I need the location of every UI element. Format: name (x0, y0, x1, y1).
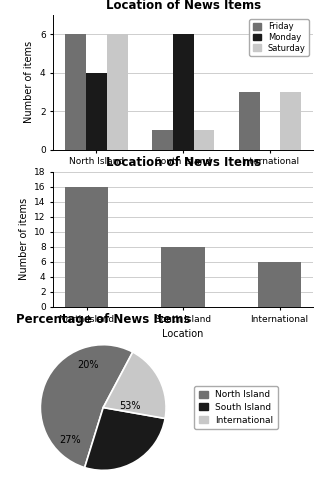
Title: Percentage of News Items: Percentage of News Items (16, 313, 190, 327)
Title: Location of News Items: Location of News Items (106, 156, 261, 169)
Bar (193, 131, 214, 150)
Wedge shape (40, 345, 133, 467)
Bar (258, 262, 301, 307)
Y-axis label: Number of items: Number of items (19, 198, 29, 280)
Bar (162, 247, 205, 307)
Wedge shape (85, 408, 165, 470)
Bar (152, 131, 173, 150)
Bar (239, 92, 259, 150)
Text: 53%: 53% (119, 401, 141, 411)
Y-axis label: Number of items: Number of items (24, 41, 34, 123)
Text: 20%: 20% (77, 360, 98, 370)
Legend: Friday, Monday, Saturday: Friday, Monday, Saturday (249, 19, 309, 56)
Title: Location of News Items: Location of News Items (106, 0, 261, 12)
Bar (65, 187, 109, 307)
X-axis label: Location: Location (163, 172, 204, 182)
Wedge shape (103, 352, 166, 418)
Bar (173, 34, 193, 150)
Text: 27%: 27% (60, 435, 81, 445)
Bar (65, 34, 86, 150)
Bar (86, 73, 107, 150)
Bar (107, 34, 128, 150)
X-axis label: Location: Location (163, 329, 204, 339)
Bar (280, 92, 301, 150)
Legend: North Island, South Island, International: North Island, South Island, Internationa… (194, 386, 278, 429)
